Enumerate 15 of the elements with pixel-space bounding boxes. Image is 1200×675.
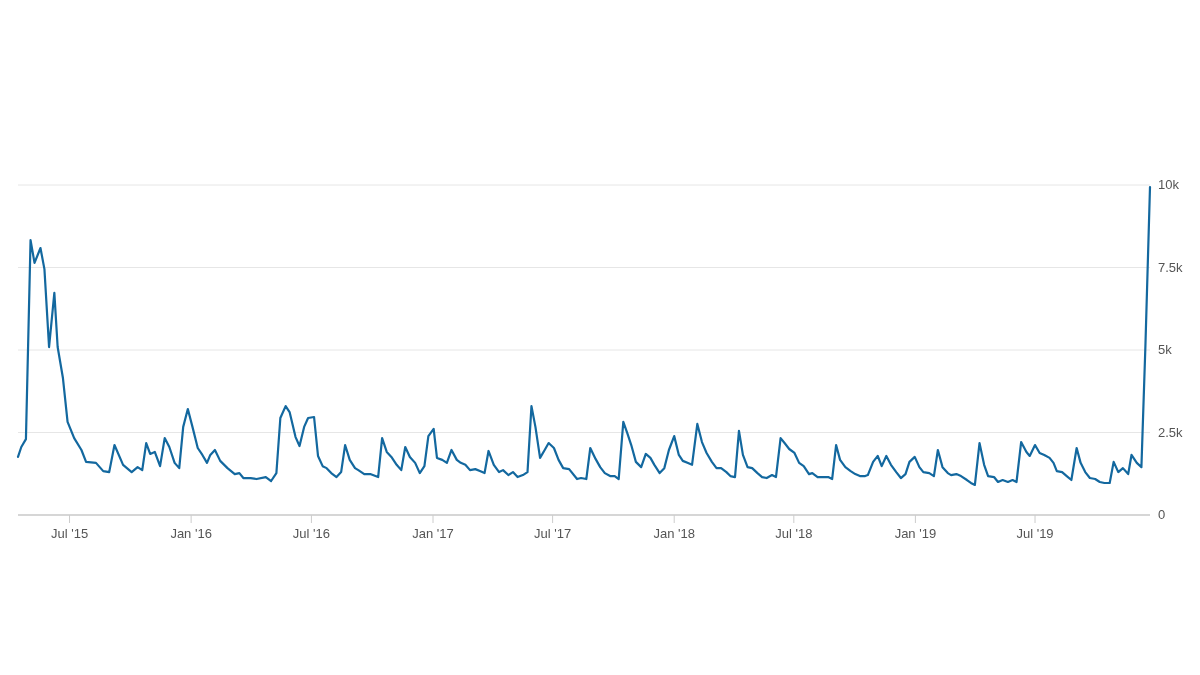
y-tick-label: 2.5k (1158, 424, 1184, 440)
y-tick-label: 10k (1158, 177, 1180, 192)
x-tick-label: Jan '16 (170, 526, 212, 541)
x-tick-label: Jul '18 (775, 526, 813, 541)
y-tick-label: 5k (1158, 342, 1173, 357)
y-tick-label: 0 (1158, 507, 1166, 522)
x-tick-label: Jul '15 (50, 526, 89, 541)
line-series (16, 185, 1152, 487)
y-tick-label: 7.5k (1158, 259, 1184, 275)
x-tick-label: Jul '16 (292, 526, 330, 541)
x-tick-label: Jul '19 (1016, 526, 1054, 541)
x-tick-label: Jan '18 (653, 526, 695, 541)
x-tick-label: Jan '17 (412, 526, 454, 541)
x-tick-label: Jan '19 (894, 526, 937, 541)
x-tick-label: Jul '17 (534, 526, 572, 541)
